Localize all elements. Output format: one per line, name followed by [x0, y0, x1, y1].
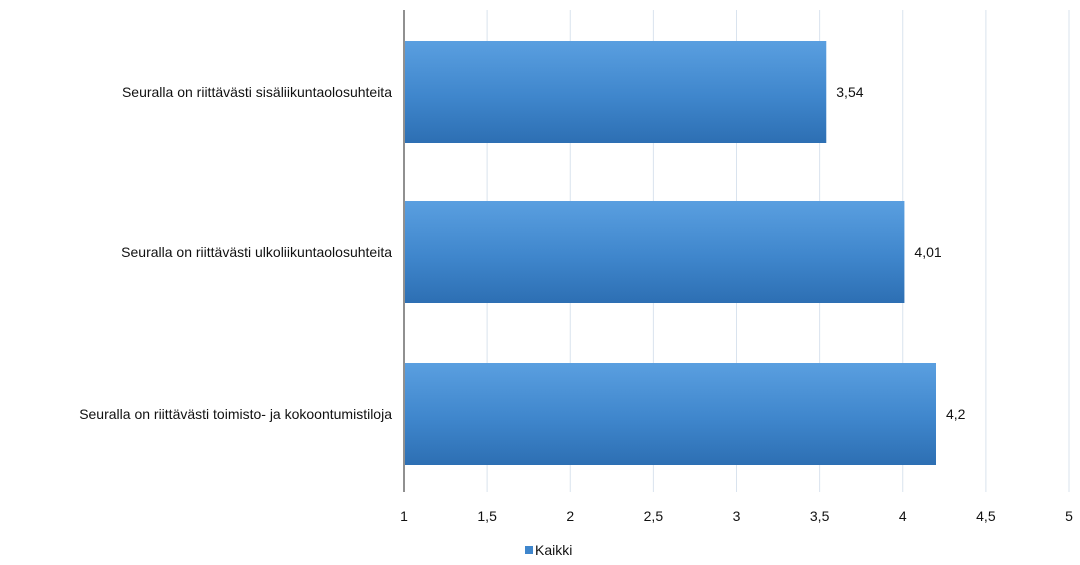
category-labels: Seuralla on riittävästi sisäliikuntaolos…: [79, 84, 392, 422]
x-tick-label: 2,5: [644, 508, 664, 524]
category-label: Seuralla on riittävästi ulkoliikuntaolos…: [121, 244, 392, 260]
x-tick-label: 4,5: [976, 508, 996, 524]
x-tick-label: 3,5: [810, 508, 830, 524]
x-tick-label: 5: [1065, 508, 1073, 524]
data-label: 3,54: [836, 84, 863, 100]
bar: [405, 41, 827, 143]
bars: [405, 41, 936, 465]
bar: [405, 201, 905, 303]
category-label: Seuralla on riittävästi sisäliikuntaolos…: [122, 84, 392, 100]
bar: [405, 363, 936, 465]
x-tick-label: 1: [400, 508, 408, 524]
x-tick-labels: 1 1,5 2 2,5 3 3,5 4 4,5 5: [400, 508, 1073, 524]
data-label: 4,01: [914, 244, 941, 260]
x-tick-label: 4: [899, 508, 907, 524]
data-label: 4,2: [946, 406, 966, 422]
legend-swatch: [525, 546, 533, 554]
category-label: Seuralla on riittävästi toimisto- ja kok…: [79, 406, 392, 422]
legend-label: Kaikki: [535, 542, 572, 558]
legend: Kaikki: [525, 542, 572, 558]
x-tick-label: 3: [733, 508, 741, 524]
x-tick-label: 1,5: [477, 508, 497, 524]
data-labels: 3,54 4,01 4,2: [836, 84, 965, 422]
x-tick-label: 2: [566, 508, 574, 524]
